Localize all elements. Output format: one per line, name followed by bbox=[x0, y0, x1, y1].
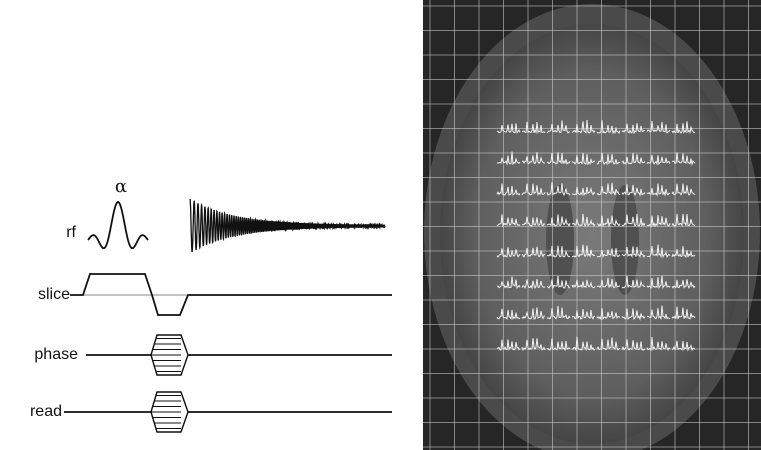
read-label: read bbox=[30, 403, 62, 420]
figure: α rf slice phase read bbox=[0, 0, 761, 450]
brain bbox=[440, 24, 744, 444]
phase-label: phase bbox=[34, 346, 78, 363]
pulse-sequence: α rf slice phase read bbox=[30, 176, 392, 432]
mri-image bbox=[423, 0, 761, 450]
rf-pulse bbox=[88, 202, 148, 248]
flip-angle-label: α bbox=[115, 176, 127, 197]
phase-encode-table bbox=[151, 335, 188, 375]
slice-label: slice bbox=[38, 286, 70, 303]
read-encode-table bbox=[151, 392, 188, 432]
rf-label: rf bbox=[66, 224, 76, 241]
fid-signal bbox=[190, 199, 385, 252]
